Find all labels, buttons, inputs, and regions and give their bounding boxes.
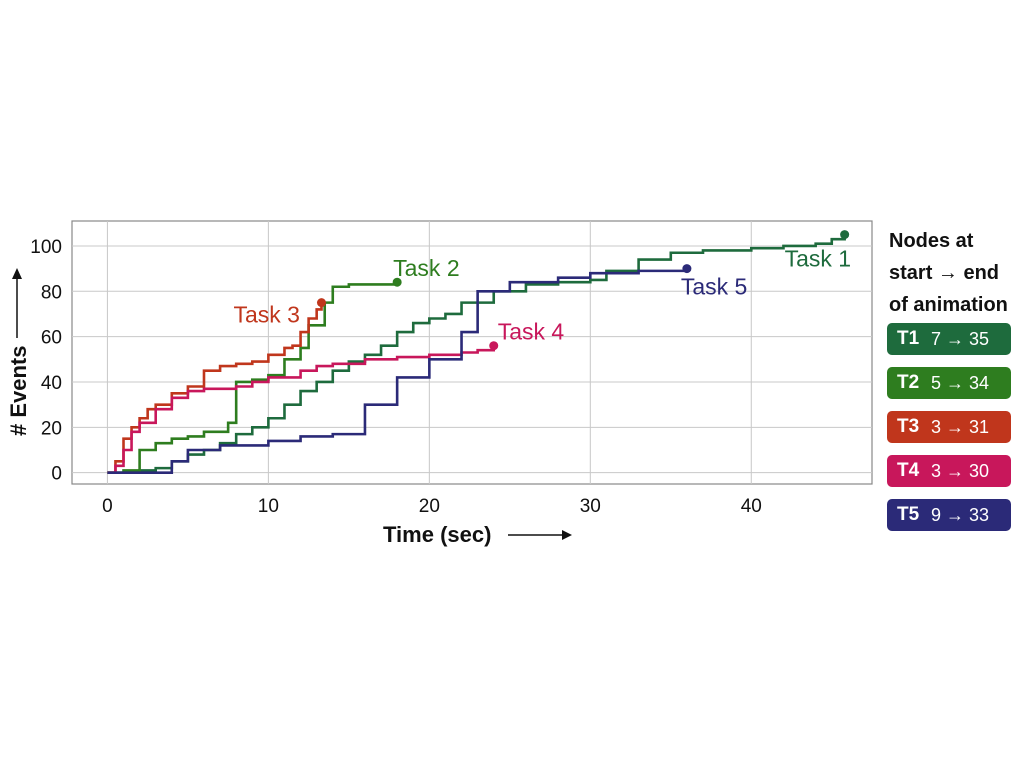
legend-entry-value: 7 → 35: [931, 328, 990, 349]
y-axis-title-group: # Events: [6, 268, 31, 436]
legend-entry-id: T1: [897, 328, 920, 349]
x-tick-label: 10: [258, 496, 279, 517]
series-end-markers: [316, 230, 850, 351]
series-line-task-3: [107, 302, 323, 474]
y-tick-label: 100: [30, 237, 62, 258]
x-axis-title-group: Time (sec): [383, 522, 572, 547]
series-lines: [107, 234, 846, 474]
series-label-task-1: Task 1: [785, 246, 851, 272]
legend-title-line: of animation: [889, 294, 1008, 316]
y-tick-label: 20: [41, 418, 62, 439]
legend-entry-value: 9 → 33: [931, 504, 990, 525]
series-line-task-4: [107, 345, 496, 474]
series-end-point-task-2: [392, 277, 402, 287]
series-end-point-task-5: [682, 264, 692, 274]
legend-entry-t4: T4 3 → 30: [887, 455, 1011, 487]
x-tick-label: 40: [741, 496, 762, 517]
grid: [72, 221, 872, 484]
legend-entry-t2: T2 5 → 34: [887, 367, 1011, 399]
plot-frame: [71, 220, 873, 485]
series-label-task-2: Task 2: [393, 255, 459, 281]
series-end-point-task-4: [489, 341, 499, 351]
series-line-task-5: [107, 268, 689, 474]
y-tick-label: 40: [41, 373, 62, 394]
legend-entry-id: T4: [897, 460, 920, 481]
x-tick-label: 30: [580, 496, 601, 517]
series-end-point-task-3: [316, 298, 326, 308]
legend-title-line: Nodes at: [889, 230, 974, 252]
legend-entry-t5: T5 9 → 33: [887, 499, 1011, 531]
legend-entry-id: T5: [897, 504, 920, 525]
legend-entry-id: T3: [897, 416, 920, 437]
legend-entry-value: 5 → 34: [931, 372, 990, 393]
x-tick-label: 0: [102, 496, 113, 517]
legend-entry-id: T2: [897, 372, 920, 393]
legend-entry-value: 3 → 31: [931, 416, 990, 437]
y-tick-label: 80: [41, 282, 62, 303]
series-label-task-4: Task 4: [498, 319, 565, 345]
legend-entry-value: 3 → 30: [931, 460, 990, 481]
x-axis-title: Time (sec): [383, 522, 491, 547]
legend-entry-t3: T3 3 → 31: [887, 411, 1011, 443]
legend-title: Nodes at start → end of animation: [889, 225, 1024, 321]
x-axis-arrowhead: [562, 530, 572, 540]
series-label-task-3: Task 3: [233, 302, 299, 328]
y-axis-arrowhead: [12, 268, 22, 279]
y-tick-label: 0: [51, 464, 62, 485]
y-tick-label: 60: [41, 328, 62, 349]
tick-labels: 0 10 20 30 40 0 20 40 60 80 100: [30, 237, 762, 517]
y-axis-title: # Events: [6, 346, 31, 437]
series-label-task-5: Task 5: [681, 274, 747, 300]
legend-entry-t1: T1 7 → 35: [887, 323, 1011, 355]
series-end-point-task-1: [840, 230, 850, 240]
x-tick-label: 20: [419, 496, 440, 517]
legend-title-line: start → end: [889, 262, 1000, 284]
series-labels: Task 1 Task 2 Task 3 Task 4 Task 5: [233, 246, 851, 345]
